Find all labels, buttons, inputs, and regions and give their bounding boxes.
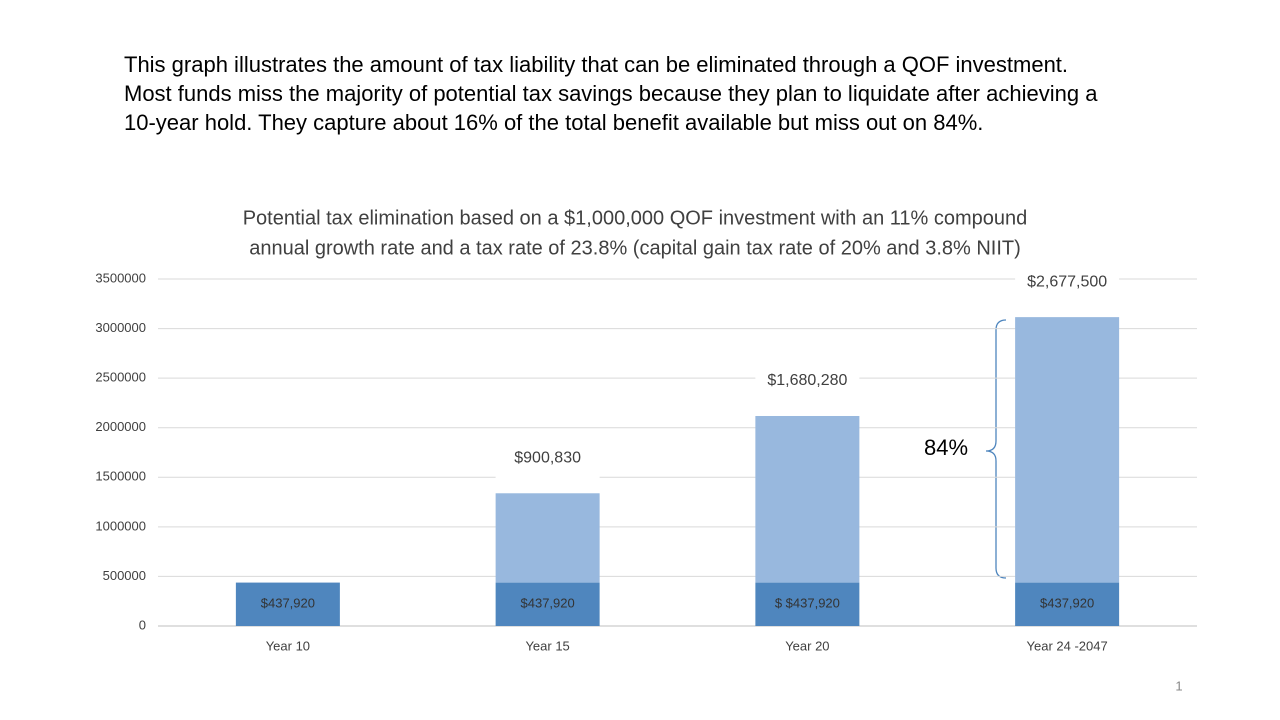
bracket [985,319,1007,579]
intro-line: Most funds miss the majority of potentia… [124,81,1098,106]
x-tick-label: Year 20 [785,638,829,653]
label-background [495,445,600,480]
chart-title: Potential tax elimination based on a $1,… [243,207,1028,229]
value-label: $900,830 [514,449,581,466]
bar-segment [495,493,600,583]
value-label: $437,920 [1040,596,1094,611]
value-label: $437,920 [521,596,575,611]
value-label: $2,677,500 [1027,273,1107,290]
y-tick-label: 3000000 [95,320,146,335]
y-tick-label: 1000000 [95,518,146,533]
bar-segment [755,415,860,583]
bar-segment [495,582,600,626]
intro-line: This graph illustrates the amount of tax… [124,52,1069,77]
annotation: 84% [924,435,968,460]
page-number: 1 [1175,678,1182,693]
chart-title: annual growth rate and a tax rate of 23.… [249,237,1021,259]
label-background [1015,269,1120,304]
value-label: $ $437,920 [775,596,840,611]
y-tick-label: 3500000 [95,270,146,285]
bar-segment [1015,582,1120,626]
bar-segment [755,582,860,626]
label-background [755,367,860,402]
y-tick-label: 0 [139,617,146,632]
value-label: $1,680,280 [767,372,847,389]
y-tick-label: 500000 [103,568,146,583]
x-tick-label: Year 15 [525,638,569,653]
intro-text: This graph illustrates the amount of tax… [124,50,1264,137]
intro-line: 10-year hold. They capture about 16% of … [124,110,984,135]
bar-segment [1015,317,1120,583]
x-tick-label: Year 10 [266,638,310,653]
y-tick-label: 1500000 [95,469,146,484]
bar-segment [235,582,340,626]
x-tick-label: Year 24 -2047 [1027,638,1108,653]
y-tick-label: 2500000 [95,370,146,385]
value-label: $437,920 [261,596,315,611]
y-tick-label: 2000000 [95,419,146,434]
